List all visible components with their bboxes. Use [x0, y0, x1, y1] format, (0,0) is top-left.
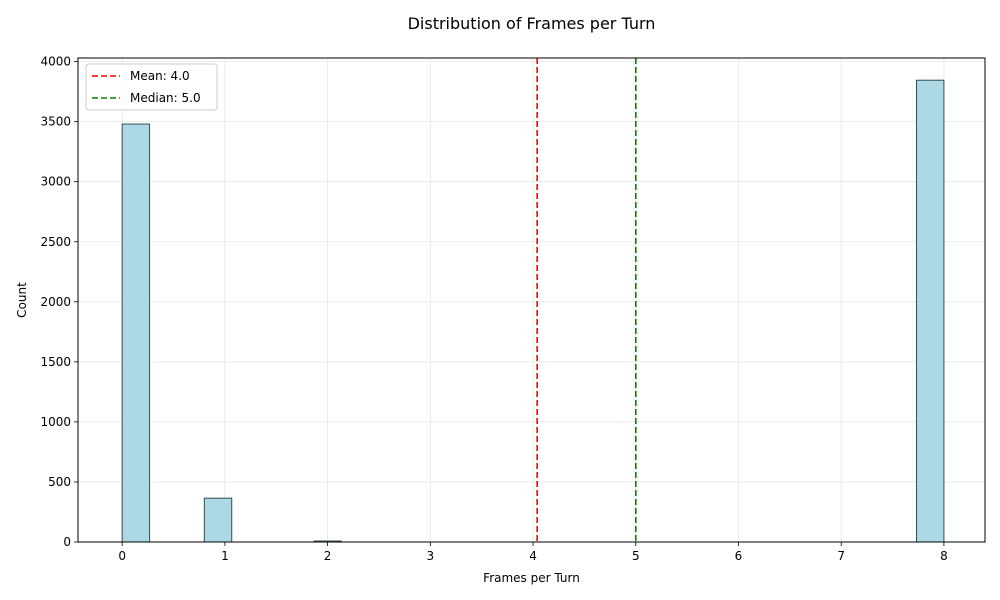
x-tick-label: 0 [118, 549, 126, 563]
y-tick-label: 1000 [40, 415, 71, 429]
x-tick-label: 8 [940, 549, 948, 563]
bars [121, 79, 945, 543]
x-tick-label: 1 [221, 549, 229, 563]
plot-frame [77, 57, 986, 543]
y-tick-label: 500 [48, 475, 71, 489]
x-axis-label: Frames per Turn [483, 571, 580, 585]
legend-label: Median: 5.0 [130, 91, 201, 105]
y-tick-label: 3000 [40, 175, 71, 189]
legend: Mean: 4.0 Median: 5.0 [85, 63, 218, 111]
legend-label: Mean: 4.0 [130, 69, 190, 83]
x-tick-label: 5 [632, 549, 640, 563]
chart-title: Distribution of Frames per Turn [408, 14, 656, 33]
y-tick-label: 1500 [40, 355, 71, 369]
x-axis-ticks: 0 1 2 3 4 5 6 7 8 [118, 542, 948, 563]
y-axis-ticks: 0 500 1000 1500 2000 2500 3000 3500 4000 [40, 55, 78, 549]
y-tick-label: 4000 [40, 55, 71, 69]
x-tick-label: 6 [735, 549, 743, 563]
histogram-bar [916, 79, 945, 543]
reference-lines [536, 58, 637, 542]
x-tick-label: 3 [427, 549, 435, 563]
y-tick-label: 2000 [40, 295, 71, 309]
histogram-bar [121, 123, 151, 543]
legend-box [85, 63, 218, 111]
y-tick-label: 2500 [40, 235, 71, 249]
x-tick-label: 4 [529, 549, 537, 563]
grid-lines [78, 58, 985, 543]
y-tick-label: 3500 [40, 115, 71, 129]
y-tick-label: 0 [63, 535, 71, 549]
x-tick-label: 2 [324, 549, 332, 563]
y-axis-label: Count [15, 282, 29, 318]
histogram-bar [203, 497, 233, 543]
x-tick-label: 7 [837, 549, 845, 563]
